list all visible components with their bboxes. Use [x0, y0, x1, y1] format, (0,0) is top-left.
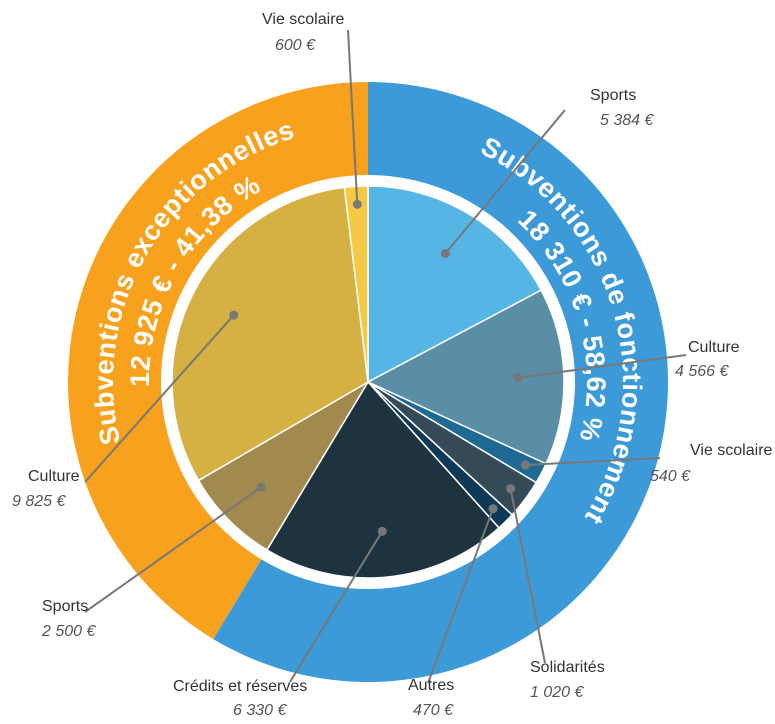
leader-dot — [229, 310, 239, 320]
ring-segment — [213, 82, 668, 682]
slice-label: Vie scolaire — [262, 11, 345, 28]
leader-line — [509, 488, 546, 664]
leader-line — [444, 109, 566, 255]
leader-line — [84, 486, 262, 613]
pie-slice — [366, 289, 565, 465]
leader-line — [289, 530, 384, 683]
leader-line — [427, 508, 494, 684]
slice-value: 6 330 € — [233, 702, 287, 719]
pie-slice — [367, 185, 543, 384]
leader-line — [525, 457, 661, 466]
leader-line — [84, 314, 235, 483]
slice-label: Crédits et réserves — [173, 678, 307, 695]
slice-value: 9 825 € — [12, 493, 66, 510]
slice-label: Vie scolaire — [690, 442, 773, 459]
slice-label: Autres — [408, 677, 454, 694]
leader-dot — [520, 460, 530, 470]
leader-dot — [506, 484, 516, 494]
ring-segment — [67, 82, 368, 640]
leader-dot — [513, 373, 523, 383]
leader-dot — [352, 199, 362, 209]
slice-value: 470 € — [413, 702, 454, 719]
slice-value: 5 384 € — [600, 112, 654, 129]
leader-line — [347, 29, 359, 205]
slice-value: 2 500 € — [41, 623, 96, 640]
leader-dot — [440, 248, 450, 258]
leader-dot — [488, 504, 498, 514]
leader-line — [517, 354, 687, 379]
slice-value: 4 566 € — [675, 363, 729, 380]
leader-dot — [256, 482, 266, 492]
slice-value: 600 € — [275, 37, 316, 54]
slice-label: Culture — [28, 468, 80, 485]
slice-label: Sports — [590, 87, 636, 104]
pie-slice — [265, 380, 501, 579]
slice-label: Solidarités — [530, 659, 605, 676]
slice-label: Sports — [42, 598, 88, 615]
slice-value: 1 020 € — [530, 684, 584, 701]
slice-value: 540 € — [650, 468, 691, 485]
slice-label: Culture — [688, 339, 740, 356]
pie-slice — [197, 381, 369, 551]
leader-dot — [377, 526, 387, 536]
pie-slice — [171, 186, 369, 482]
